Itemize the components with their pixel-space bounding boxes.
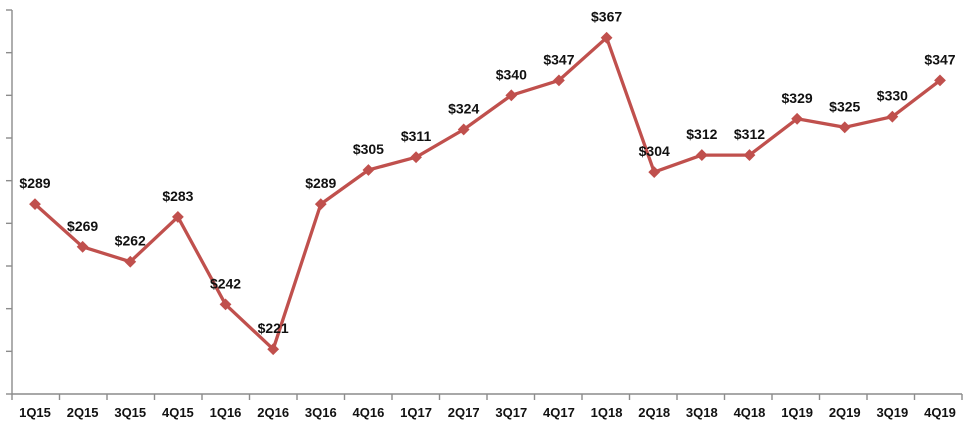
data-label: $367 bbox=[591, 9, 622, 25]
data-label: $329 bbox=[782, 90, 813, 106]
data-point-marker bbox=[29, 198, 41, 211]
y-axis-ticks bbox=[6, 9, 12, 395]
data-label: $305 bbox=[353, 141, 384, 157]
x-tick-label: 4Q18 bbox=[734, 405, 766, 420]
data-label: $325 bbox=[829, 98, 860, 114]
data-label: $330 bbox=[877, 88, 908, 104]
series-line bbox=[33, 36, 942, 351]
data-point-marker bbox=[648, 166, 661, 179]
x-tick-label: 2Q18 bbox=[638, 405, 670, 420]
data-label: $347 bbox=[924, 51, 955, 67]
x-tick-label: 3Q19 bbox=[876, 405, 908, 420]
data-point-marker bbox=[791, 112, 804, 125]
data-label: $221 bbox=[258, 320, 289, 336]
x-tick-label: 1Q19 bbox=[781, 405, 813, 420]
data-label: $304 bbox=[639, 143, 670, 159]
x-tick-label: 3Q17 bbox=[495, 405, 527, 420]
data-point-marker bbox=[553, 74, 565, 87]
data-label: $340 bbox=[496, 66, 527, 82]
data-point-marker bbox=[124, 255, 137, 268]
data-point-marker bbox=[886, 110, 899, 123]
data-point-marker bbox=[600, 31, 613, 44]
data-point-marker bbox=[838, 121, 851, 134]
data-point-marker bbox=[934, 74, 946, 87]
data-point-marker bbox=[362, 164, 375, 176]
data-point-marker bbox=[314, 198, 327, 211]
x-tick-label: 2Q19 bbox=[829, 405, 861, 420]
x-tick-label: 1Q16 bbox=[210, 405, 242, 420]
x-axis-tick-labels: 1Q15 2Q15 3Q15 4Q15 1Q16 2Q16 3Q16 4Q16 1Q17 2Q17… bbox=[19, 405, 956, 420]
x-tick-label: 4Q16 bbox=[353, 405, 385, 420]
data-point-marker bbox=[743, 149, 756, 161]
x-tick-label: 2Q15 bbox=[67, 405, 99, 420]
x-tick-label: 2Q16 bbox=[257, 405, 289, 420]
x-tick-label: 4Q15 bbox=[162, 405, 194, 420]
data-label: $283 bbox=[162, 188, 193, 204]
data-point-marker bbox=[267, 343, 280, 356]
data-label: $242 bbox=[210, 275, 241, 291]
data-label: $347 bbox=[543, 51, 574, 67]
data-label: $262 bbox=[115, 233, 146, 249]
x-tick-label: 3Q15 bbox=[114, 405, 146, 420]
data-label: $312 bbox=[734, 126, 765, 142]
data-label: $269 bbox=[67, 218, 98, 234]
data-point-marker bbox=[171, 211, 184, 223]
x-tick-label: 4Q17 bbox=[543, 405, 575, 420]
x-tick-label: 1Q15 bbox=[19, 405, 51, 420]
data-point-marker bbox=[76, 240, 89, 253]
x-tick-label: 3Q16 bbox=[305, 405, 337, 420]
data-label: $324 bbox=[448, 100, 479, 116]
data-label: $289 bbox=[305, 175, 336, 191]
data-point-marker bbox=[695, 149, 708, 161]
data-label: $289 bbox=[19, 175, 50, 191]
data-labels: $289 $269 $262 $283 $242 $221 $289 $305 $311 $324… bbox=[19, 9, 955, 336]
x-tick-label: 3Q18 bbox=[686, 405, 718, 420]
x-tick-label: 1Q18 bbox=[591, 405, 623, 420]
data-label: $311 bbox=[401, 128, 432, 144]
x-tick-label: 2Q17 bbox=[448, 405, 480, 420]
x-tick-label: 1Q17 bbox=[400, 405, 432, 420]
data-point-marker bbox=[219, 298, 232, 311]
series-markers bbox=[29, 31, 946, 356]
data-point-marker bbox=[410, 151, 422, 164]
data-point-marker bbox=[505, 89, 518, 102]
data-label: $312 bbox=[686, 126, 717, 142]
data-point-marker bbox=[457, 123, 470, 136]
x-axis-ticks bbox=[11, 394, 963, 400]
x-tick-label: 4Q19 bbox=[924, 405, 956, 420]
